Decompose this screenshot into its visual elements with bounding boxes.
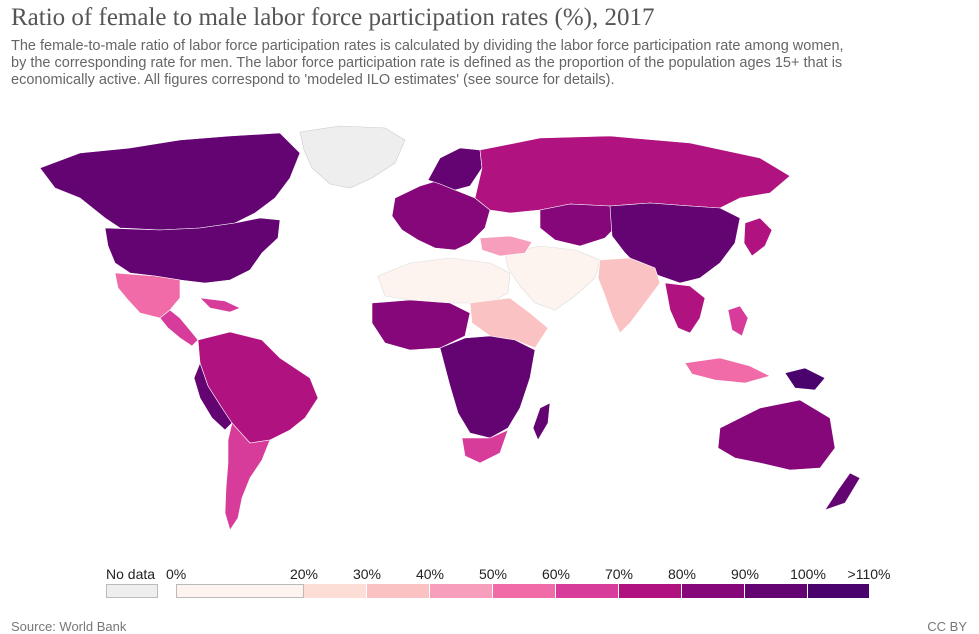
region-new-zealand[interactable] xyxy=(824,472,861,511)
legend-bin-60-70[interactable] xyxy=(556,584,619,598)
source-note[interactable]: Source: World Bank xyxy=(11,619,127,634)
region-north-africa[interactable] xyxy=(377,257,511,304)
legend-bin-20-30[interactable] xyxy=(304,584,367,598)
legend-bin-50-60[interactable] xyxy=(493,584,556,598)
region-madagascar[interactable] xyxy=(532,402,551,441)
legend-bin-90-100[interactable] xyxy=(745,584,808,598)
legend-tick: 80% xyxy=(667,566,697,582)
legend-tick: 100% xyxy=(790,566,826,582)
region-southeast-asia[interactable] xyxy=(664,282,706,334)
legend-no-data-label: No data xyxy=(106,566,156,582)
legend-bin-30-40[interactable] xyxy=(367,584,430,598)
region-central-asia[interactable] xyxy=(539,203,621,247)
legend-tick: 90% xyxy=(730,566,760,582)
world-map[interactable] xyxy=(0,118,979,558)
region-japan[interactable] xyxy=(743,217,773,257)
legend-tick: 40% xyxy=(415,566,445,582)
region-middle-east[interactable] xyxy=(504,245,601,311)
legend-tick: 60% xyxy=(541,566,571,582)
legend-bin-40-50[interactable] xyxy=(430,584,493,598)
region-philippines[interactable] xyxy=(727,305,749,337)
legend-tick: >110% xyxy=(847,566,891,582)
region-greenland[interactable] xyxy=(299,125,406,189)
region-south-america-south[interactable] xyxy=(224,422,271,531)
legend-tick: 0% xyxy=(166,566,187,582)
region-png[interactable] xyxy=(784,367,826,391)
region-caribbean[interactable] xyxy=(199,297,241,313)
region-europe[interactable] xyxy=(391,179,491,251)
region-south-america-north[interactable] xyxy=(197,331,319,444)
region-west-africa[interactable] xyxy=(371,299,471,351)
legend-tick: 50% xyxy=(478,566,508,582)
region-east-africa[interactable] xyxy=(469,297,549,349)
legend-no-data-swatch[interactable] xyxy=(106,584,158,598)
region-usa[interactable] xyxy=(104,217,281,284)
legend-color-scale xyxy=(176,584,870,598)
region-central-america[interactable] xyxy=(159,309,199,347)
legend-tick: 20% xyxy=(289,566,319,582)
region-russia[interactable] xyxy=(474,135,791,214)
region-andes[interactable] xyxy=(193,362,233,431)
legend-bin-70-80[interactable] xyxy=(619,584,682,598)
legend-tick: 30% xyxy=(352,566,382,582)
chart-subtitle: The female-to-male ratio of labor force … xyxy=(11,38,844,88)
region-turkey[interactable] xyxy=(479,235,533,257)
region-india[interactable] xyxy=(597,257,661,334)
chart-title: Ratio of female to male labor force part… xyxy=(11,4,655,31)
legend-bin-80-90[interactable] xyxy=(682,584,745,598)
legend-bin-100-110[interactable] xyxy=(808,584,870,598)
region-central-africa[interactable] xyxy=(439,335,536,439)
region-australia[interactable] xyxy=(717,399,836,471)
region-indonesia[interactable] xyxy=(684,357,771,384)
region-canada[interactable] xyxy=(39,132,301,231)
legend-tick: 70% xyxy=(604,566,634,582)
license-note[interactable]: CC BY xyxy=(927,619,967,634)
legend-bin-0-20[interactable] xyxy=(176,584,304,598)
region-south-africa[interactable] xyxy=(461,429,509,464)
